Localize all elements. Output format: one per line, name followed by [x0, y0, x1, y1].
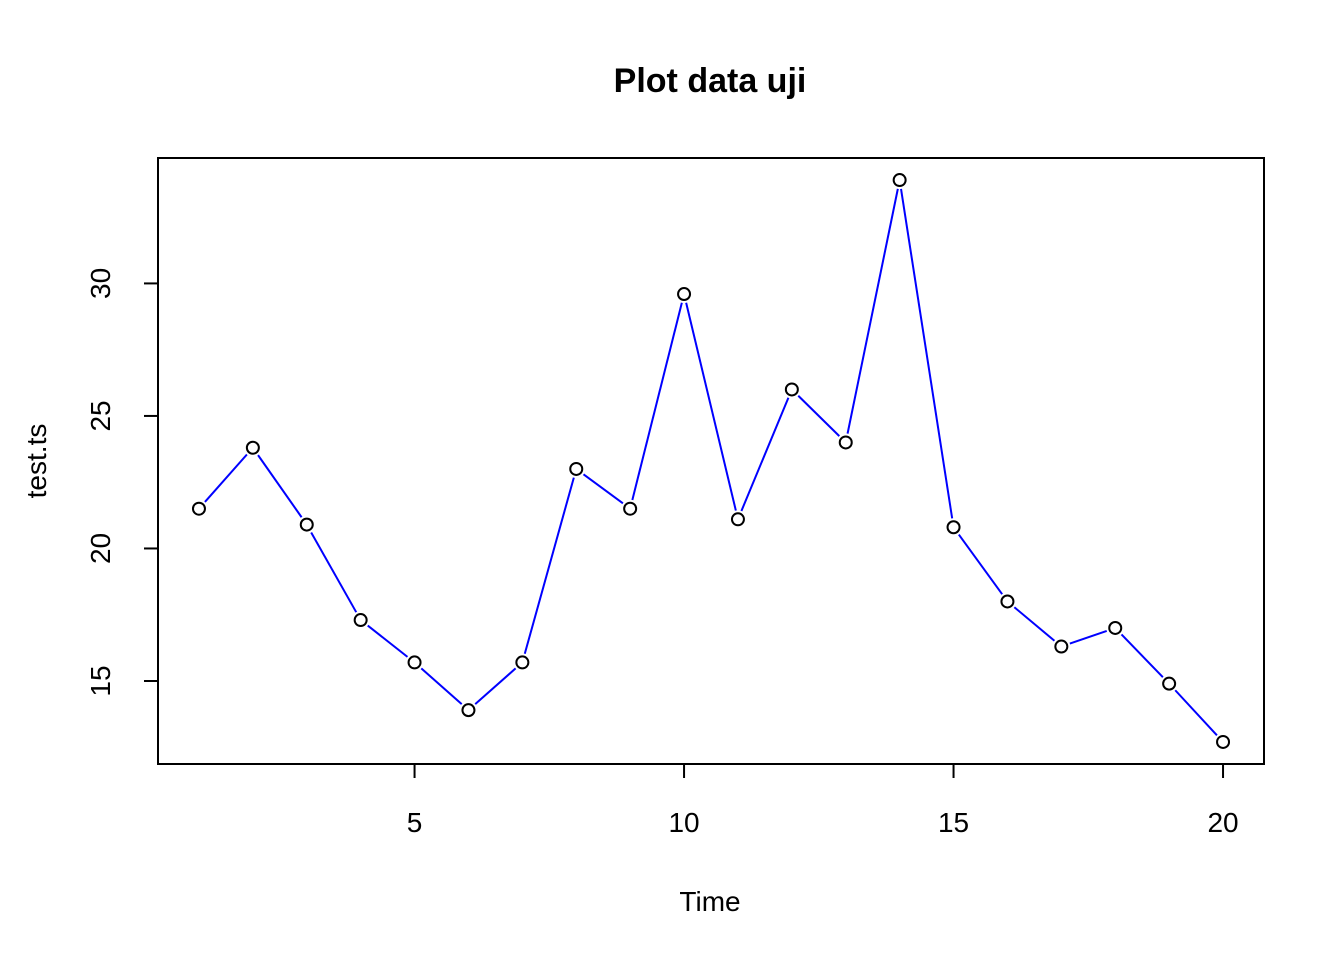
data-point — [1000, 594, 1015, 609]
series-line-segment — [958, 533, 1003, 595]
data-point — [677, 287, 692, 302]
series-line-segment — [740, 397, 790, 512]
series-line-segment — [1013, 606, 1056, 642]
data-point — [784, 382, 799, 397]
series-line-segment — [523, 477, 575, 655]
series-line-segment — [900, 188, 954, 519]
data-point — [407, 655, 422, 670]
series-line-segment — [420, 667, 463, 705]
plot-frame — [157, 157, 1265, 765]
series-line-segment — [582, 473, 624, 505]
series-line-segment — [1120, 633, 1164, 678]
data-point — [191, 501, 206, 516]
y-tick-label: 30 — [85, 268, 116, 299]
y-axis: 15 20 25 30 — [85, 268, 159, 697]
data-point — [1108, 620, 1123, 635]
x-tick-label: 5 — [407, 807, 423, 838]
data-point — [353, 613, 368, 628]
data-point — [623, 501, 638, 516]
y-tick-label: 25 — [85, 400, 116, 431]
data-point — [892, 173, 907, 188]
series-line-segment — [631, 302, 683, 501]
data-point — [299, 517, 314, 532]
data-point — [1216, 734, 1231, 749]
series-line-segment — [685, 302, 737, 511]
series-line-segment — [204, 453, 248, 503]
x-tick-label: 15 — [938, 807, 969, 838]
series-line-segment — [797, 395, 841, 437]
series-line-segment — [310, 531, 358, 613]
x-axis: 5 10 15 20 — [407, 763, 1239, 838]
data-point — [245, 440, 260, 455]
series-line-segment — [474, 667, 517, 705]
series-line-segment — [367, 624, 409, 658]
data-point — [1054, 639, 1069, 654]
data-point — [461, 703, 476, 718]
y-tick-label: 20 — [85, 533, 116, 564]
chart-title: Plot data uji — [614, 62, 807, 100]
data-point — [569, 461, 584, 476]
series-line-segment — [1069, 629, 1108, 645]
x-tick-label: 20 — [1207, 807, 1238, 838]
y-tick-label: 15 — [85, 665, 116, 696]
series-line-segment — [846, 188, 899, 434]
series-line-segment — [1174, 689, 1218, 737]
data-point — [730, 512, 745, 527]
data-point — [946, 520, 961, 535]
series-line-segment — [257, 454, 303, 518]
y-axis-label: test.ts — [21, 424, 52, 499]
data-point — [515, 655, 530, 670]
series-layer — [191, 173, 1231, 749]
data-point — [838, 435, 853, 450]
x-tick-label: 10 — [668, 807, 699, 838]
data-point — [1162, 676, 1177, 691]
x-axis-label: Time — [679, 886, 740, 917]
